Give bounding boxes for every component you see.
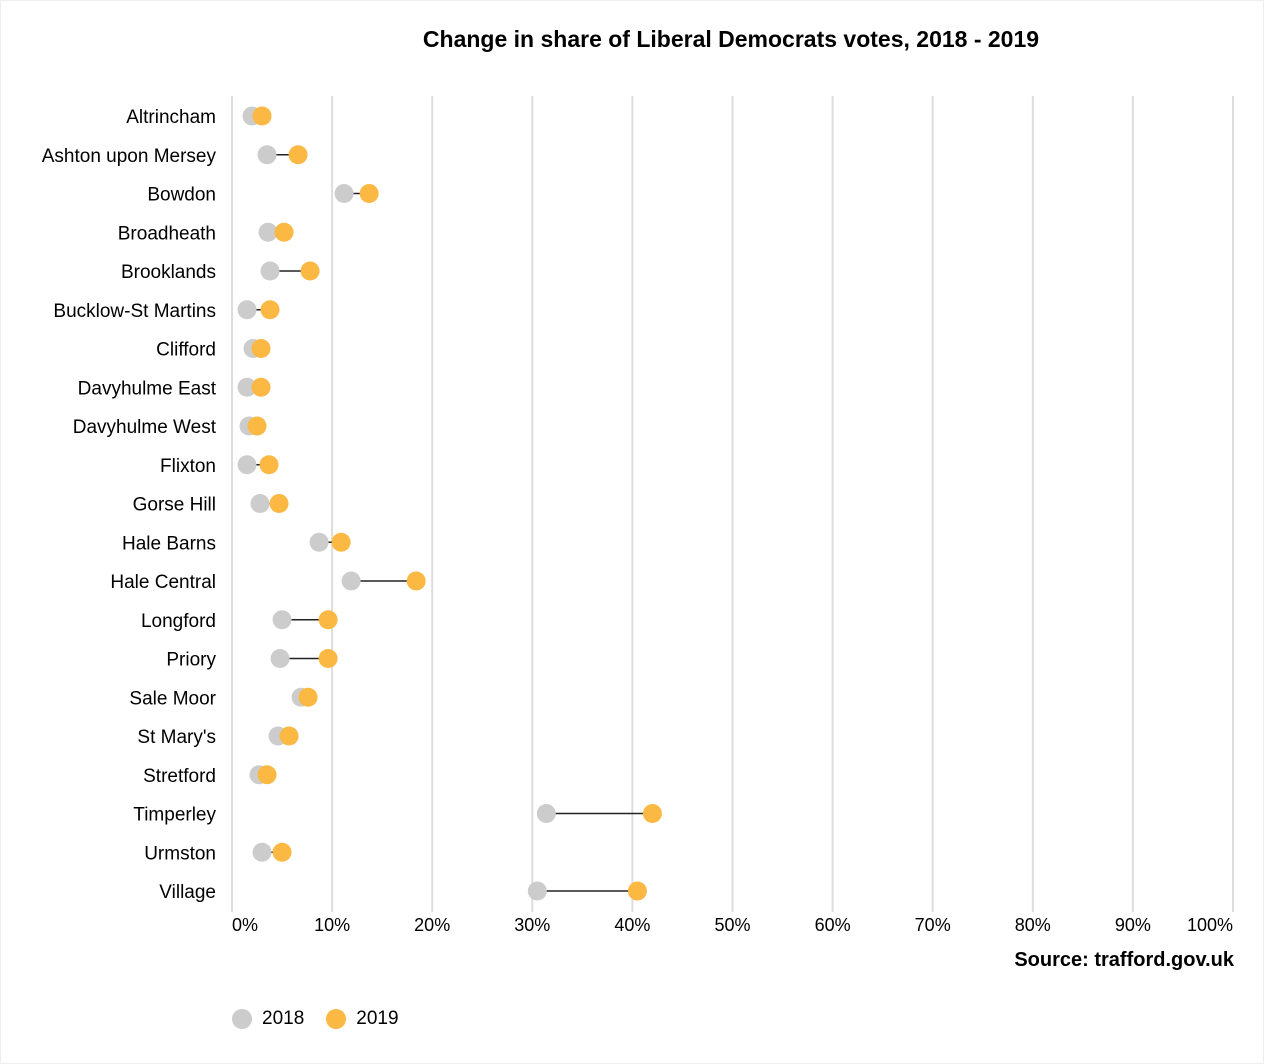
point-2019 — [627, 881, 647, 901]
x-tick-label: 70% — [915, 915, 951, 935]
data-marks — [237, 106, 662, 901]
legend-label-2019: 2019 — [356, 1008, 399, 1029]
point-2019 — [247, 416, 267, 436]
point-2019 — [259, 455, 279, 475]
y-category-label: Sale Moor — [129, 688, 216, 709]
point-2018 — [257, 145, 277, 165]
x-tick-label: 90% — [1115, 915, 1151, 935]
legend-label-2018: 2018 — [262, 1008, 305, 1029]
point-2018 — [527, 881, 547, 901]
y-category-label: Ashton upon Mersey — [42, 146, 217, 167]
point-2019 — [331, 532, 351, 552]
point-2018 — [334, 184, 354, 203]
point-2018 — [341, 571, 361, 591]
x-tick-label: 60% — [815, 915, 851, 935]
point-2019 — [318, 610, 338, 630]
point-2018 — [250, 494, 270, 513]
point-2018 — [252, 842, 272, 862]
y-category-label: Timperley — [133, 805, 216, 826]
point-2019 — [252, 106, 272, 126]
y-category-label: Village — [159, 882, 216, 903]
point-2019 — [298, 687, 318, 707]
y-category-label: Hale Barns — [122, 533, 216, 554]
point-2018 — [536, 804, 556, 823]
point-2018 — [237, 377, 257, 397]
y-category-label: Davyhulme East — [78, 378, 217, 399]
y-category-label: Urmston — [144, 843, 216, 864]
y-category-label: St Mary's — [137, 727, 216, 748]
legend-swatch-2019 — [326, 1009, 347, 1029]
x-tick-label: 10% — [314, 915, 350, 935]
x-tick-label: 100% — [1187, 915, 1233, 935]
point-2018 — [260, 261, 280, 281]
grid-lines — [231, 96, 1234, 912]
y-category-label: Stretford — [143, 766, 216, 787]
point-2019 — [272, 842, 292, 862]
point-2018 — [270, 649, 290, 668]
point-2019 — [300, 261, 320, 281]
point-2019 — [251, 377, 271, 397]
x-tick-label: 30% — [514, 915, 550, 935]
x-axis: 0% 10% 20% 30% 40% 50% 60% 70% 80% 90% 100% — [232, 915, 1233, 935]
point-2019 — [279, 726, 299, 746]
y-category-label: Altrincham — [126, 107, 216, 128]
point-2019 — [251, 339, 271, 358]
legend-item-2019: 2019 — [326, 1008, 399, 1030]
point-2018 — [237, 455, 257, 475]
point-2019 — [274, 222, 294, 242]
x-tick-label: 40% — [614, 915, 650, 935]
y-category-label: Davyhulme West — [73, 417, 217, 438]
point-2019 — [260, 300, 280, 320]
point-2019 — [359, 184, 379, 203]
y-category-label: Brooklands — [121, 262, 216, 283]
y-category-label: Clifford — [156, 340, 216, 361]
point-2019 — [406, 571, 426, 591]
y-category-label: Bowdon — [147, 185, 216, 206]
legend-swatch-2018 — [232, 1009, 252, 1029]
y-category-label: Hale Central — [110, 572, 216, 593]
legend-item-2018: 2018 — [232, 1008, 304, 1030]
x-tick-label: 80% — [1015, 915, 1051, 935]
y-category-label: Priory — [166, 650, 216, 671]
x-tick-label: 20% — [414, 915, 450, 935]
y-category-label: Broadheath — [118, 223, 216, 244]
point-2018 — [272, 610, 292, 630]
y-category-label: Bucklow-St Martins — [53, 301, 216, 322]
point-2019 — [288, 145, 308, 165]
legend: 2018 2019 — [232, 1008, 421, 1030]
x-tick-label: 50% — [714, 915, 750, 935]
point-2018 — [309, 532, 329, 552]
point-2019 — [269, 494, 289, 513]
point-2019 — [318, 649, 338, 668]
y-category-label: Gorse Hill — [133, 495, 216, 516]
point-2019 — [642, 804, 662, 823]
source-note: Source: trafford.gov.uk — [1014, 949, 1234, 971]
y-category-label: Longford — [141, 611, 216, 632]
chart-title: Change in share of Liberal Democrats vot… — [422, 26, 1040, 52]
x-tick-label: 0% — [232, 915, 258, 935]
y-axis: Altrincham Ashton upon Mersey Bowdon Broadh… — [42, 107, 217, 903]
y-category-label: Flixton — [160, 456, 216, 477]
point-2018 — [258, 222, 278, 242]
point-2018 — [237, 300, 257, 320]
point-2019 — [257, 765, 277, 785]
